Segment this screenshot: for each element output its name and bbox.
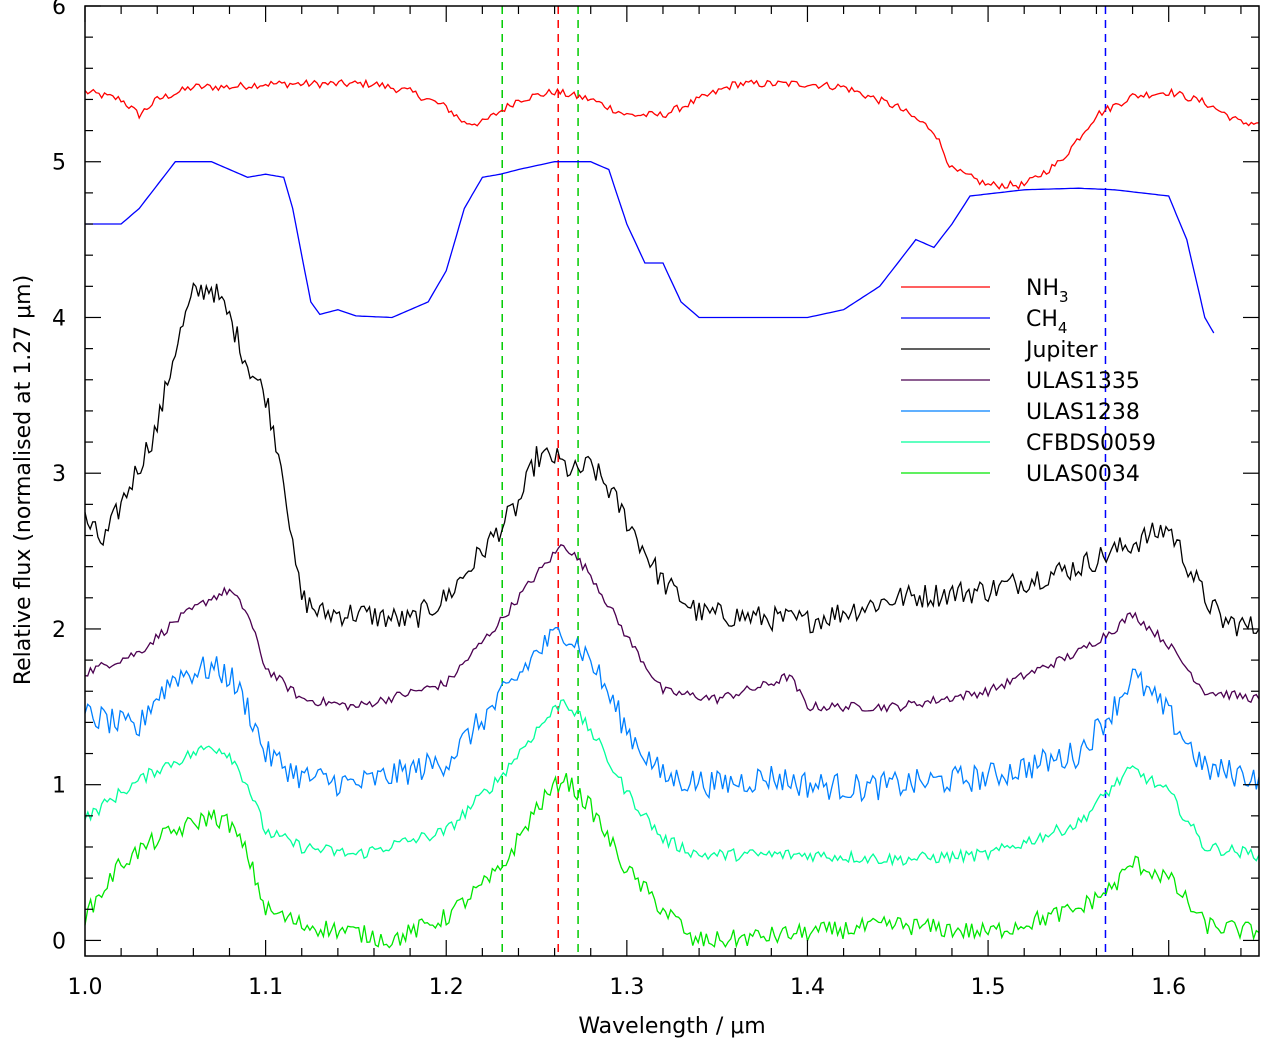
- x-tick-label: 1.1: [248, 975, 283, 1000]
- legend-label: CFBDS0059: [1026, 431, 1156, 456]
- y-tick-label: 5: [52, 151, 66, 176]
- x-tick-label: 1.5: [971, 975, 1006, 1000]
- series-line-ch4: [85, 161, 1215, 334]
- axis-ticks: [84, 5, 1259, 956]
- y-tick-label: 6: [52, 0, 66, 20]
- x-tick-label: 1.2: [429, 975, 464, 1000]
- series-line-jupiter: [84, 282, 1260, 637]
- y-tick-label: 3: [52, 462, 66, 487]
- legend-label: NH3: [1026, 276, 1069, 306]
- y-tick-label: 4: [52, 306, 66, 331]
- series-line-ulas1238: [84, 627, 1260, 803]
- legend-label: ULAS1238: [1026, 400, 1140, 425]
- x-tick-label: 1.0: [68, 975, 103, 1000]
- y-tick-label: 1: [52, 774, 66, 799]
- plot-frame: [84, 5, 1260, 957]
- x-tick-label: 1.6: [1151, 975, 1186, 1000]
- y-axis-label: Relative flux (normalised at 1.27 μm): [11, 275, 36, 685]
- series-line-cfbds0059: [84, 699, 1260, 867]
- series-line-ulas1335: [84, 544, 1260, 713]
- x-axis-label: Wavelength / μm: [578, 1014, 765, 1039]
- series-line-nh3: [84, 78, 1260, 190]
- legend-label: Jupiter: [1024, 338, 1099, 363]
- legend-label: ULAS1335: [1026, 369, 1140, 394]
- legend-label: ULAS0034: [1026, 462, 1140, 487]
- axis-tick-labels: 1.0 1.1 1.2 1.3 1.4 1.5 1.6 0 1 2 3 4 5 6: [52, 0, 1186, 1000]
- y-tick-label: 0: [52, 929, 66, 954]
- legend-label: CH4: [1026, 307, 1067, 337]
- y-tick-label: 2: [52, 618, 66, 643]
- series-layer: [84, 78, 1260, 949]
- x-tick-label: 1.4: [790, 975, 825, 1000]
- series-line-ulas0034: [84, 773, 1260, 949]
- x-tick-label: 1.3: [609, 975, 644, 1000]
